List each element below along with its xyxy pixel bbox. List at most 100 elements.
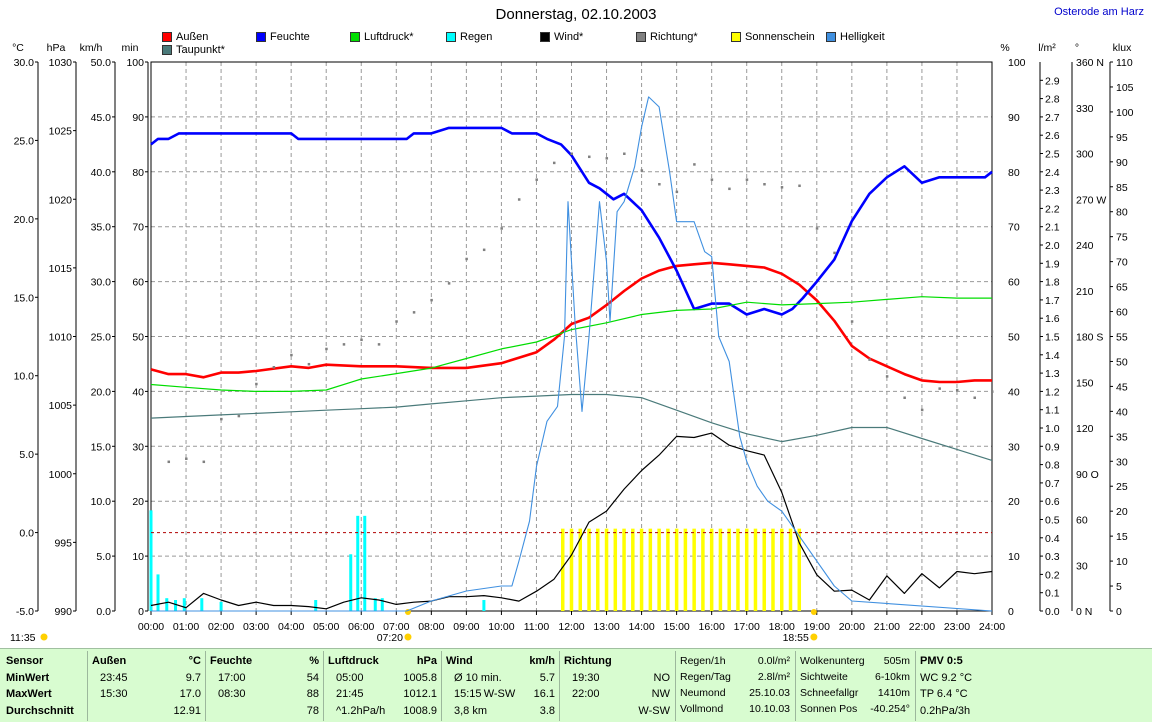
min-tick-label: 0 — [138, 606, 144, 618]
rain-bar — [482, 600, 486, 611]
direction-point — [447, 282, 451, 285]
dir-tick-label: 120 — [1076, 423, 1094, 435]
regen-1h-label: Regen/1h — [680, 655, 726, 667]
series-line-helligkeit — [151, 96, 993, 612]
richtung-max-time: 22:00 — [572, 688, 600, 700]
lux-tick-label: 5 — [1116, 581, 1122, 593]
legend-swatch — [162, 45, 172, 55]
pmv-head: PMV 0:5 — [920, 655, 963, 667]
wind-avg-10min: 5.7 — [539, 671, 555, 684]
rain-tick-label: 2.6 — [1045, 130, 1060, 142]
legend-item: Taupunkt* — [162, 44, 225, 56]
rain-bar — [165, 598, 169, 611]
sunshine-bar — [587, 528, 591, 611]
pct-tick-label: 100 — [1008, 57, 1026, 69]
dir-tick-label: 270 W — [1076, 194, 1106, 206]
richtung-max-value: NW — [651, 688, 670, 700]
feuchte-unit: % — [309, 655, 319, 667]
direction-point — [167, 460, 171, 464]
min-tick-label: 90 — [132, 112, 144, 124]
legend-swatch — [731, 32, 741, 42]
lux-tick-label: 105 — [1116, 82, 1134, 94]
dir-tick-label: 240 — [1076, 240, 1094, 252]
time-tick-label: 20:00 — [839, 621, 865, 633]
pct-tick-label: 90 — [1008, 112, 1020, 124]
rain-tick-label: 1.8 — [1045, 277, 1060, 289]
lux-tick-label: 95 — [1116, 132, 1128, 144]
dir-tick-label: 330 — [1076, 103, 1094, 115]
location-label[interactable]: Osterode am Harz — [1054, 6, 1144, 18]
lux-tick-label: 10 — [1116, 556, 1128, 568]
sunshine-bar — [560, 528, 565, 611]
luftdruck-head: Luftdruck — [328, 655, 379, 667]
richtung-avg-value: W-SW — [638, 704, 670, 717]
time-tick-label: 04:00 — [278, 621, 304, 633]
time-tick-label: 02:00 — [208, 621, 234, 633]
direction-point — [395, 320, 398, 323]
direction-point — [360, 338, 363, 342]
time-tick-label: 12:00 — [558, 621, 584, 633]
temp-axis-unit: °C — [12, 42, 24, 54]
rain-tick-label: 0.6 — [1045, 496, 1060, 508]
wind-tick-label: 20.0 — [91, 386, 112, 398]
lux-tick-label: 60 — [1116, 307, 1128, 319]
wind-axis-unit: km/h — [80, 42, 103, 54]
sunshine-bar — [780, 528, 784, 611]
dir-tick-label: 180 S — [1076, 332, 1103, 344]
pmv-wc: WC 9.2 °C — [920, 671, 973, 684]
sichtweite-label: Sichtweite — [800, 671, 848, 683]
rain-bar — [182, 598, 186, 611]
direction-point — [342, 343, 346, 346]
legend-item: Richtung* — [636, 31, 698, 43]
feuchte-avg-value: 78 — [306, 704, 319, 717]
direction-point — [430, 298, 433, 302]
time-tick-label: 15:00 — [663, 621, 689, 633]
dir-axis-unit: ° — [1075, 42, 1079, 54]
direction-point — [991, 390, 994, 393]
time-tick-label: 11:00 — [524, 621, 550, 633]
wind-head: Wind — [446, 655, 473, 667]
time-tick-label: 24:00 — [979, 621, 1005, 633]
time-tick-label: 21:00 — [874, 621, 900, 633]
legend-item: Helligkeit — [826, 31, 885, 43]
richtung-head: Richtung — [564, 655, 612, 667]
wind-max-dir: W-SW — [483, 688, 516, 700]
direction-point — [255, 382, 258, 386]
time-tick-label: 03:00 — [243, 621, 269, 633]
time-tick-label: 14:00 — [628, 621, 654, 633]
series-line-wind — [150, 432, 993, 610]
direction-point — [745, 178, 749, 181]
rain-tick-label: 1.1 — [1045, 405, 1060, 417]
feuchte-head: Feuchte — [210, 655, 253, 667]
direction-point — [798, 184, 801, 188]
maxwert-label: MaxWert — [6, 688, 52, 700]
wind-tick-label: 25.0 — [91, 332, 112, 344]
sunshine-bar — [771, 528, 775, 611]
press-tick-label: 1005 — [49, 400, 73, 412]
wind-tick-label: 40.0 — [91, 167, 112, 179]
lux-tick-label: 25 — [1116, 481, 1128, 493]
time-tick-label: 17:00 — [734, 621, 760, 633]
sunshine-bar — [657, 528, 661, 611]
rain-tick-label: 1.2 — [1045, 386, 1060, 398]
lux-tick-label: 55 — [1116, 332, 1128, 344]
rain-bar — [156, 574, 160, 611]
press-axis-unit: hPa — [47, 42, 66, 54]
time-tick-label: 01:00 — [173, 621, 199, 633]
temp-tick-label: -5.0 — [16, 606, 34, 618]
direction-point — [325, 347, 328, 351]
rain-tick-label: 0.9 — [1045, 441, 1060, 453]
temp-tick-label: 10.0 — [14, 371, 35, 383]
pct-tick-label: 50 — [1008, 332, 1020, 344]
time-tick-label: 09:00 — [453, 621, 479, 633]
rain-bar — [349, 554, 353, 611]
sichtweite-value: 6-10km — [874, 671, 910, 683]
temp-tick-label: 15.0 — [14, 292, 35, 304]
lux-tick-label: 85 — [1116, 182, 1128, 194]
wind-tick-label: 0.0 — [96, 606, 111, 618]
regen-1h-value: 0.0l/m² — [757, 655, 790, 667]
wind-unit: km/h — [529, 655, 555, 667]
lux-tick-label: 65 — [1116, 282, 1128, 294]
time-tick-label: 00:00 — [138, 621, 164, 633]
sunshine-bar — [631, 528, 635, 611]
